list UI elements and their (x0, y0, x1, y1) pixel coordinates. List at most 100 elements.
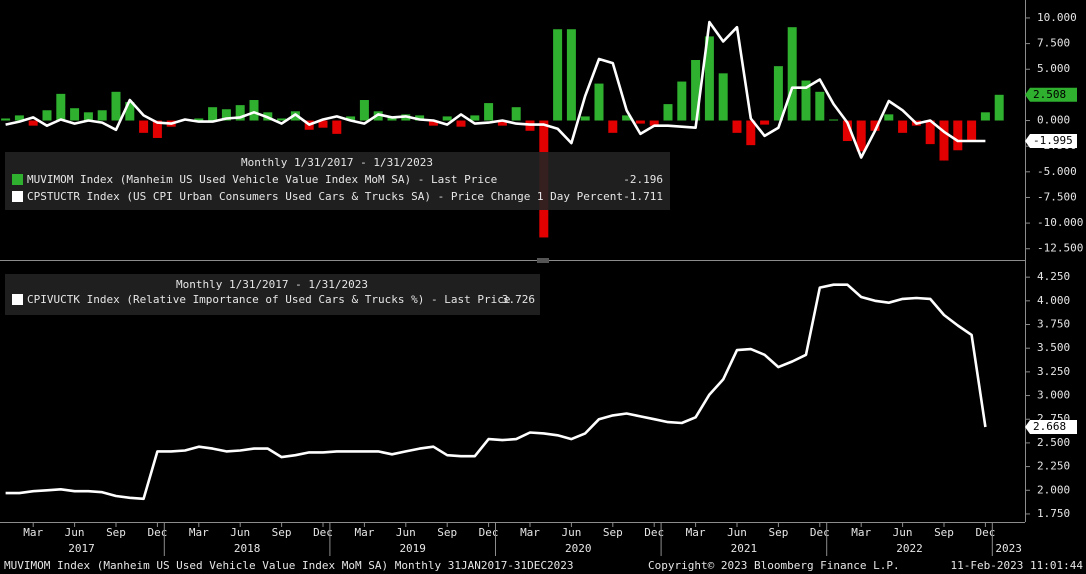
bar (815, 91, 825, 121)
x-tick-label: Dec (147, 526, 167, 539)
y-tick-label: 4.000 (1037, 294, 1070, 307)
x-tick-label: Sep (934, 526, 954, 539)
line (5, 283, 987, 501)
footer-left: MUVIMOM Index (Manheim US Used Vehicle V… (4, 559, 574, 572)
x-tick-label: Mar (23, 526, 43, 539)
y-tick-label: -12.500 (1037, 242, 1083, 255)
bar (746, 120, 756, 146)
y-tick-label: 3.500 (1037, 341, 1070, 354)
bar (967, 120, 977, 142)
bar (773, 66, 783, 121)
legend-label: CPSTUCTR Index (US CPI Urban Consumers U… (27, 190, 623, 203)
x-tick-label: Sep (437, 526, 457, 539)
legend-box (5, 152, 670, 210)
footer-bar (0, 557, 1086, 574)
bar (277, 118, 287, 121)
bar (511, 107, 521, 121)
y-tick-label: -10.000 (1037, 216, 1083, 229)
bar (208, 107, 218, 121)
x-tick-label: Dec (810, 526, 830, 539)
y-tick-label: 2.250 (1037, 460, 1070, 473)
value-tag (1025, 419, 1077, 434)
x-tick-label: Dec (975, 526, 995, 539)
bar (318, 120, 328, 128)
y-tick-label: 3.250 (1037, 365, 1070, 378)
bar (42, 110, 52, 121)
legend-last-price: -1.711 (623, 190, 663, 203)
bar (594, 83, 604, 121)
x-tick-label: Dec (479, 526, 499, 539)
bar (939, 120, 949, 161)
x-tick-label: Sep (106, 526, 126, 539)
bar (359, 100, 369, 121)
bar (787, 27, 797, 121)
legend-swatch (12, 191, 23, 202)
bar (83, 112, 93, 121)
value-tag-label: 2.668 (1033, 420, 1066, 433)
y-tick-label: 10.000 (1037, 11, 1077, 24)
year-label: 2021 (731, 542, 758, 555)
bar (677, 81, 687, 121)
bar (622, 115, 632, 121)
bar (870, 120, 880, 131)
bar (842, 120, 852, 142)
bar (56, 93, 66, 121)
x-tick-label: Jun (727, 526, 747, 539)
bar (856, 120, 866, 152)
line (5, 20, 986, 159)
y-tick-label: 3.750 (1037, 318, 1070, 331)
x-tick-label: Mar (686, 526, 706, 539)
bar (332, 120, 342, 134)
legend-swatch (12, 294, 23, 305)
y-tick-label: 2.000 (1037, 483, 1070, 496)
bar (346, 116, 356, 121)
bar (732, 120, 742, 133)
bar (718, 73, 728, 121)
legend-last-price: 3.726 (502, 293, 535, 306)
value-tag (1025, 87, 1077, 102)
year-label: 2018 (234, 542, 261, 555)
bar (235, 105, 245, 121)
bar (580, 116, 590, 121)
bar (125, 102, 135, 121)
y-tick-label: 4.250 (1037, 270, 1070, 283)
bar (470, 115, 480, 121)
legend-title: Monthly 1/31/2017 - 1/31/2023 (176, 278, 368, 291)
bar (221, 109, 231, 121)
legend-swatch (12, 174, 23, 185)
y-tick-label: 0.000 (1037, 114, 1070, 127)
bar (635, 120, 645, 124)
year-label: 2023 (995, 542, 1022, 555)
bar (953, 120, 963, 151)
bar (663, 104, 673, 121)
x-tick-label: Jun (396, 526, 416, 539)
bar (691, 60, 701, 121)
x-tick-label: Dec (644, 526, 664, 539)
x-tick-label: Jun (65, 526, 85, 539)
y-tick-label: 7.500 (1037, 37, 1070, 50)
bar (884, 114, 894, 121)
x-tick-label: Sep (603, 526, 623, 539)
divider-handle[interactable] (537, 258, 549, 263)
bar (704, 36, 714, 121)
legend-label: CPIVUCTK Index (Relative Importance of U… (27, 293, 510, 306)
bar (760, 120, 770, 125)
y-tick-label: 3.000 (1037, 389, 1070, 402)
legend-box (5, 274, 540, 315)
bar (898, 120, 908, 133)
bar (70, 108, 80, 121)
x-tick-label: Jun (230, 526, 250, 539)
bar (428, 120, 438, 126)
value-tag-label: 2.508 (1033, 88, 1066, 101)
bar (649, 120, 659, 126)
bar (111, 91, 121, 121)
year-label: 2022 (896, 542, 923, 555)
bar (994, 94, 1004, 121)
footer-center: Copyright© 2023 Bloomberg Finance L.P. (648, 559, 900, 572)
y-tick-label: 5.000 (1037, 62, 1070, 75)
bar (566, 29, 576, 121)
bar (415, 115, 425, 121)
legend-title: Monthly 1/31/2017 - 1/31/2023 (241, 156, 433, 169)
